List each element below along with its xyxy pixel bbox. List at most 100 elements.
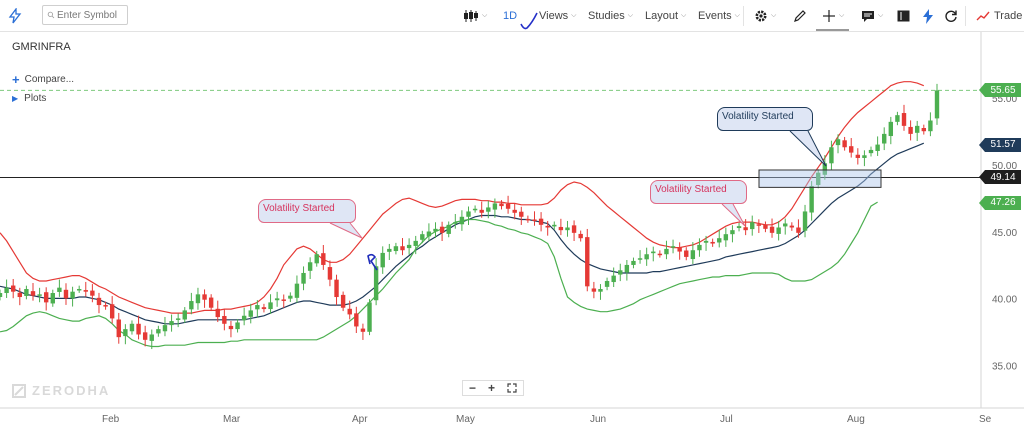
candle-body [934,90,940,119]
views-menu[interactable]: Views ⌵ [539,0,576,32]
candle-body [670,246,676,248]
candle-body [585,237,590,287]
candle-body [710,241,715,244]
zoom-out-button[interactable]: − [468,381,476,395]
search-input[interactable] [57,7,127,23]
candle-body [486,207,491,212]
compare-button[interactable]: + Compare... [12,72,74,87]
candle-body [776,227,781,234]
panel-icon [897,10,910,22]
candle-body [50,293,55,304]
chevron-down-icon: ⌵ [482,12,488,19]
candle-body [756,224,762,226]
candles-icon [464,10,478,22]
compare-label: Compare... [24,74,75,85]
trade-icon [976,11,990,21]
price-chart[interactable]: 35.00 40.00 45.00 50.00 55.00 Feb Mar Apr May Jun… [0,32,1024,440]
candle-body [261,307,267,310]
candle-body [142,332,148,340]
refresh-button[interactable] [944,0,958,32]
volatility-annotation-1[interactable]: Volatility Started [258,199,356,223]
gear-icon [755,10,767,22]
candle-body [301,272,306,284]
candle-body [235,322,240,330]
candle-body [664,248,669,255]
zerodha-watermark: ZERODHA [12,383,110,398]
volatility-annotation-3[interactable]: Volatility Started [717,107,813,131]
candle-body [347,308,352,315]
candle-body [17,292,22,298]
x-tick-label: Mar [223,414,241,425]
candle-body [882,133,887,144]
candle-body [222,316,227,324]
candle-body [618,270,623,275]
candle-body [37,294,42,296]
candle-body [901,113,907,126]
flash-button[interactable] [922,0,934,32]
events-menu[interactable]: Events ⌵ [698,0,740,32]
candle-body [835,139,841,146]
chevron-down-icon: ⌵ [771,12,777,19]
layout-menu[interactable]: Layout ⌵ [645,0,686,32]
panel-button[interactable] [897,0,910,32]
trade-button[interactable]: Trade [976,0,1022,32]
candle-body [426,231,432,237]
candle-body [90,290,95,296]
candle-body [809,186,814,213]
candle-body [829,147,834,164]
candle-body [76,289,82,291]
candle-body [637,258,643,260]
candle-body [578,233,583,239]
candle-body [30,291,36,296]
candle-body [10,285,16,292]
candle-body [373,266,379,301]
annotation-button[interactable]: ⌵ [861,0,883,32]
candle-body [862,155,867,158]
layout-label: Layout [645,10,679,22]
chart-type-button[interactable]: ⌵ [463,0,487,32]
candle-body [677,247,682,252]
studies-menu[interactable]: Studies ⌵ [588,0,633,32]
candle-body [136,323,141,335]
candle-body [736,226,742,229]
fullscreen-icon[interactable] [507,383,517,393]
candle-body [4,287,9,294]
plots-toggle[interactable]: ▶ Plots [12,93,46,104]
interval-button[interactable]: 1D [503,0,539,32]
candle-body [268,302,273,310]
crosshair-button[interactable]: ⌵ [822,0,844,32]
draw-button[interactable] [793,0,807,32]
x-tick-label: May [456,414,475,425]
candle-body [63,289,69,299]
candle-body [743,227,748,231]
candle-body [169,321,174,326]
annotation-pointer [789,130,827,167]
symbol-search[interactable] [42,5,128,25]
candle-body [684,250,689,257]
candle-body [915,125,920,133]
y-tick-label: 55.00 [992,94,1017,105]
candle-body [393,246,399,252]
lightning-icon[interactable] [8,0,22,32]
volatility-annotation-2[interactable]: Volatility Started [650,180,747,204]
drawn-flag-mark [367,253,378,271]
price-tag: 51.57 [979,137,1021,152]
candle-body [149,334,154,341]
candle-body [307,262,313,271]
candle-body [750,222,755,230]
candle-body [123,329,128,337]
zoom-in-button[interactable]: + [487,381,495,395]
candle-body [479,209,484,213]
x-tick-label: Jun [590,414,606,425]
settings-button[interactable]: ⌵ [754,0,776,32]
candle-body [855,154,861,158]
candle-body [321,253,326,265]
candle-body [558,226,564,231]
candle-body [888,121,894,137]
candle-body [895,115,900,122]
x-tick-label: Feb [102,414,120,425]
candle-body [697,244,702,251]
candle-body [255,305,260,310]
candle-body [294,283,300,298]
candle-body [532,219,537,221]
